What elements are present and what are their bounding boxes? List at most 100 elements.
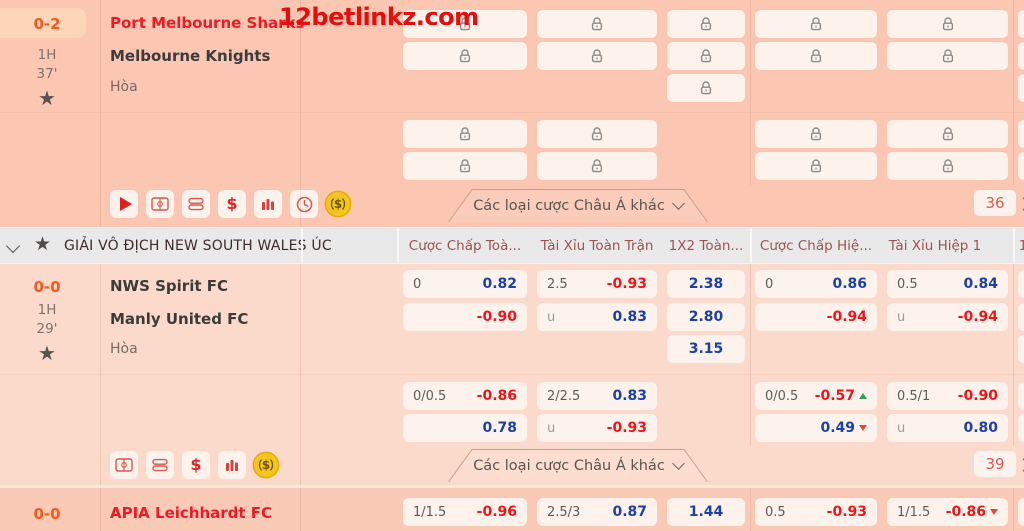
locked-odds-cell[interactable] xyxy=(403,42,527,70)
odds-cell-fh-hdp-away[interactable]: -0.94 xyxy=(755,303,877,331)
odds-cell-fh-ou-over[interactable]: 0.5 0.84 xyxy=(887,270,1008,298)
stats-button[interactable] xyxy=(218,451,246,479)
odds-cell-1x2-home[interactable]: 2.38 xyxy=(667,270,745,298)
odds-cell-alt-fh-hdp-away[interactable]: 0.49 xyxy=(755,414,877,442)
odds-cell-fh-ou-over[interactable]: 1/1.5 -0.86 xyxy=(887,498,1008,526)
locked-odds-cell[interactable] xyxy=(537,42,657,70)
handicap-value: 0/0.5 xyxy=(413,388,447,404)
bet-builder-button[interactable]: $ xyxy=(252,451,280,479)
favorite-star-icon[interactable]: ★ xyxy=(38,341,56,365)
locked-odds-cell[interactable] xyxy=(1018,120,1024,148)
locked-odds-cell[interactable] xyxy=(537,152,657,180)
odds-cell-1x2-draw[interactable]: 3.15 xyxy=(667,335,745,363)
league-favorite-star-icon[interactable]: ★ xyxy=(34,233,52,255)
locked-odds-cell[interactable] xyxy=(755,120,877,148)
pitch-view-button[interactable] xyxy=(146,190,174,218)
locked-odds-cell[interactable] xyxy=(755,10,877,38)
chevron-right-icon[interactable] xyxy=(1016,196,1024,212)
odds-cell-alt-ft-ou-over[interactable]: 2/2.5 0.83 xyxy=(537,382,657,410)
favorite-star-icon[interactable]: ★ xyxy=(38,86,56,110)
odds-cell-ft-hdp-home[interactable]: 0 0.82 xyxy=(403,270,527,298)
odds-cell-alt-fh-ou-over[interactable]: 0.5/1 -0.90 xyxy=(887,382,1008,410)
cashout-button[interactable]: $ xyxy=(182,451,210,479)
locked-odds-cell[interactable] xyxy=(887,120,1008,148)
odds-cell-alt-fh-hdp-home[interactable]: 0/0.5 -0.57 xyxy=(755,382,877,410)
pitch-view-button[interactable] xyxy=(110,451,138,479)
odds-cell-1x2-home[interactable]: 1.44 xyxy=(667,498,745,526)
odds-cell-ft-ou-over[interactable]: 2.5/3 0.87 xyxy=(537,498,657,526)
lock-icon xyxy=(459,127,471,141)
locked-odds-cell[interactable] xyxy=(667,74,745,102)
more-markets-count[interactable]: 36 xyxy=(974,190,1016,216)
odds-cell-partial[interactable] xyxy=(1018,303,1024,331)
odds-cell-partial[interactable] xyxy=(1018,414,1024,442)
locked-odds-cell[interactable] xyxy=(667,42,745,70)
more-asian-bets-toggle[interactable]: Các loại cược Châu Á khác xyxy=(448,449,708,482)
chevron-down-icon xyxy=(671,456,685,470)
col-header-fh-handicap: Cược Chấp Hiệ... xyxy=(759,237,873,254)
chevron-right-icon[interactable] xyxy=(1016,457,1024,473)
column-divider xyxy=(750,264,751,446)
locked-odds-cell[interactable] xyxy=(537,10,657,38)
stats-button[interactable] xyxy=(254,190,282,218)
odds-cell-alt-ft-ou-under[interactable]: u -0.93 xyxy=(537,414,657,442)
locked-odds-cell[interactable] xyxy=(755,42,877,70)
odds-value: -0.86 xyxy=(476,388,517,404)
locked-odds-cell[interactable] xyxy=(1018,10,1024,38)
odds-cell-alt-ft-hdp-home[interactable]: 0/0.5 -0.86 xyxy=(403,382,527,410)
lock-icon xyxy=(459,49,471,63)
locked-odds-cell[interactable] xyxy=(887,10,1008,38)
odds-cell-fh-ou-under[interactable]: u -0.94 xyxy=(887,303,1008,331)
locked-odds-cell[interactable] xyxy=(1018,152,1024,180)
odds-value: 0.80 xyxy=(963,420,998,436)
lineup-button[interactable] xyxy=(146,451,174,479)
handicap-value: 0.5 xyxy=(765,504,786,520)
locked-odds-cell[interactable] xyxy=(403,120,527,148)
odds-cell-1x2-away[interactable]: 2.80 xyxy=(667,303,745,331)
odds-value: -0.96 xyxy=(476,504,517,520)
odds-cell-partial[interactable] xyxy=(1018,270,1024,298)
col-header-fh-overunder: Tài Xỉu Hiệp 1 xyxy=(888,237,982,254)
odds-cell-ft-hdp-away[interactable]: -0.90 xyxy=(403,303,527,331)
match-period: 1H xyxy=(37,302,57,318)
odds-cell-ft-ou-over[interactable]: 2.5 -0.93 xyxy=(537,270,657,298)
odds-cell-fh-hdp-home[interactable]: 0.5 -0.93 xyxy=(755,498,877,526)
header-separator xyxy=(750,228,752,263)
odds-cell-partial[interactable] xyxy=(1018,335,1024,363)
handicap-value: 0.5 xyxy=(897,276,918,292)
odds-cell-alt-fh-ou-under[interactable]: u 0.80 xyxy=(887,414,1008,442)
odds-cell-partial[interactable] xyxy=(1018,498,1024,526)
locked-odds-cell[interactable] xyxy=(403,10,527,38)
locked-odds-cell[interactable] xyxy=(403,152,527,180)
lock-icon xyxy=(700,49,712,63)
locked-odds-cell[interactable] xyxy=(887,42,1008,70)
locked-odds-cell[interactable] xyxy=(537,120,657,148)
lineup-button[interactable] xyxy=(182,190,210,218)
live-score: 0-2 xyxy=(33,15,61,33)
odds-cell-partial[interactable] xyxy=(1018,382,1024,410)
column-divider xyxy=(100,488,101,531)
bet-builder-button[interactable]: $ xyxy=(324,190,352,218)
handicap-value: u xyxy=(547,420,556,436)
cashout-button[interactable]: $ xyxy=(218,190,246,218)
locked-odds-cell[interactable] xyxy=(1018,42,1024,70)
locked-odds-cell[interactable] xyxy=(1018,74,1024,102)
bar-chart-icon xyxy=(226,460,238,471)
more-asian-bets-toggle[interactable]: Các loại cược Châu Á khác xyxy=(448,189,708,222)
handicap-value: 2.5 xyxy=(547,276,568,292)
odds-value: 0.78 xyxy=(482,420,517,436)
odds-value: 0.83 xyxy=(612,309,647,325)
locked-odds-cell[interactable] xyxy=(667,10,745,38)
handicap-value: 0.5/1 xyxy=(897,388,931,404)
odds-cell-fh-hdp-home[interactable]: 0 0.86 xyxy=(755,270,877,298)
more-markets-count[interactable]: 39 xyxy=(974,451,1016,477)
collapse-chevron-icon[interactable] xyxy=(5,238,21,254)
locked-odds-cell[interactable] xyxy=(755,152,877,180)
live-stream-button[interactable] xyxy=(110,190,138,218)
odds-value: -0.57 xyxy=(814,388,855,404)
locked-odds-cell[interactable] xyxy=(887,152,1008,180)
odds-cell-ft-hdp-home[interactable]: 1/1.5 -0.96 xyxy=(403,498,527,526)
history-button[interactable] xyxy=(290,190,318,218)
odds-cell-alt-ft-hdp-away[interactable]: 0.78 xyxy=(403,414,527,442)
odds-cell-ft-ou-under[interactable]: u 0.83 xyxy=(537,303,657,331)
